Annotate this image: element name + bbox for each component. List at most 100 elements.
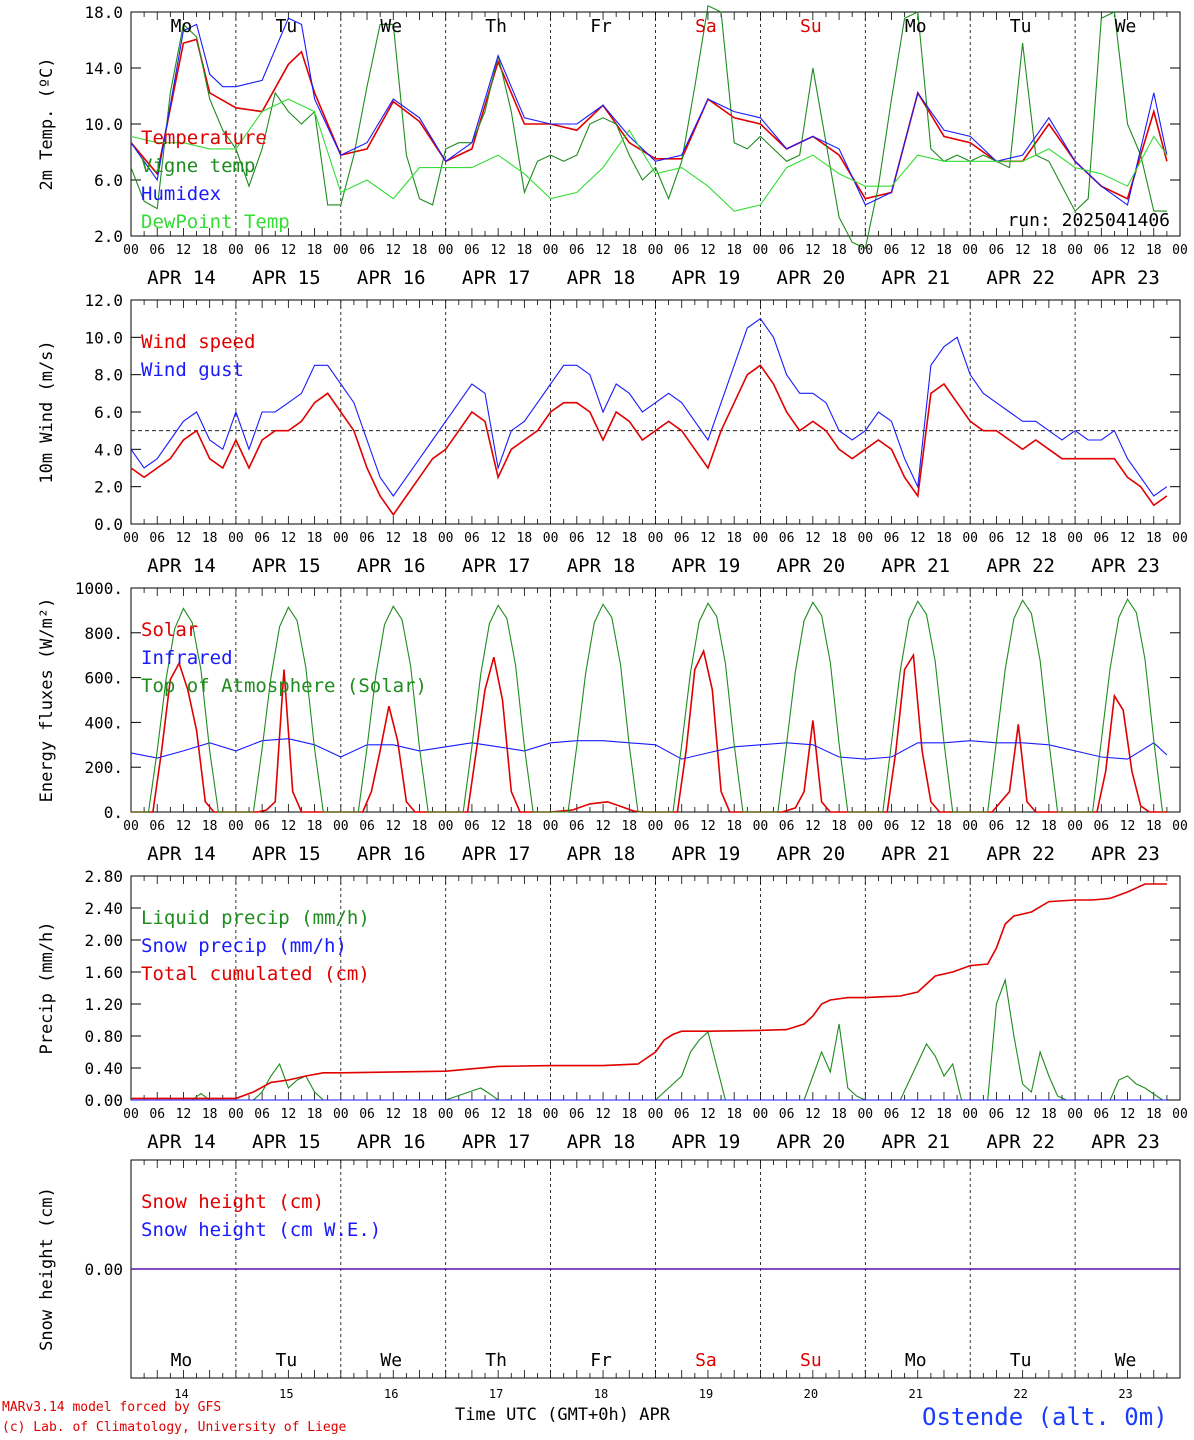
chart-panel-1 <box>130 4 1181 250</box>
hour-tick-label: 12 <box>595 819 611 834</box>
hour-tick-label: 00 <box>438 819 454 834</box>
hour-tick-label: 18 <box>726 819 742 834</box>
date-label: APR 14 <box>147 267 216 289</box>
weekday-label: Th <box>485 1350 507 1371</box>
weekday-label: We <box>1115 16 1137 37</box>
hour-tick-label: 06 <box>569 819 585 834</box>
hour-tick-label: 06 <box>464 531 480 546</box>
hour-tick-label: 18 <box>936 243 952 258</box>
hour-tick-label: 12 <box>490 1107 506 1122</box>
hour-tick-label: 18 <box>621 819 637 834</box>
y-tick-label: 400. <box>84 713 123 732</box>
hour-tick-label: 18 <box>936 819 952 834</box>
hour-tick-label: 00 <box>438 1107 454 1122</box>
y-tick-label: 2.0 <box>94 227 123 246</box>
hour-tick-label: 00 <box>1172 243 1188 258</box>
hour-tick-label: 00 <box>857 243 873 258</box>
weekday-label: Mo <box>171 16 193 37</box>
date-label: APR 21 <box>881 267 950 289</box>
hour-tick-label: 12 <box>281 1107 297 1122</box>
day-number-label: 15 <box>279 1387 293 1401</box>
hour-tick-label: 12 <box>281 819 297 834</box>
hour-tick-label: 06 <box>569 1107 585 1122</box>
weekday-label: Sa <box>695 1350 717 1371</box>
y-tick-label: 600. <box>84 669 123 688</box>
date-label: APR 18 <box>567 555 636 577</box>
hour-tick-label: 06 <box>989 819 1005 834</box>
hour-tick-label: 18 <box>1041 819 1057 834</box>
hour-tick-label: 00 <box>962 531 978 546</box>
hour-tick-label: 12 <box>700 531 716 546</box>
hour-tick-label: 06 <box>569 531 585 546</box>
weekday-label: Mo <box>905 16 927 37</box>
weekday-label: Mo <box>905 1350 927 1371</box>
weekday-label: Tu <box>276 16 298 37</box>
y-axis-label: Energy fluxes (W/m²) <box>37 598 57 803</box>
hour-tick-label: 12 <box>1015 531 1031 546</box>
station-label: Ostende (alt. 0m) <box>922 1403 1168 1431</box>
hour-tick-label: 00 <box>543 819 559 834</box>
chart-panel-4 <box>130 875 1181 1101</box>
hour-tick-label: 06 <box>149 243 165 258</box>
y-tick-label: 4.0 <box>94 440 123 459</box>
y-tick-label: 18.0 <box>84 3 123 22</box>
hour-tick-label: 00 <box>753 1107 769 1122</box>
hour-tick-label: 18 <box>936 1107 952 1122</box>
date-label: APR 22 <box>986 267 1055 289</box>
date-label: APR 19 <box>672 267 741 289</box>
hour-tick-label: 18 <box>412 531 428 546</box>
weekday-label: Su <box>800 1350 822 1371</box>
hour-tick-label: 00 <box>123 1107 139 1122</box>
hour-tick-label: 18 <box>831 243 847 258</box>
hour-tick-label: 18 <box>621 531 637 546</box>
hour-tick-label: 06 <box>779 1107 795 1122</box>
hour-tick-label: 18 <box>936 531 952 546</box>
hour-tick-label: 12 <box>1120 531 1136 546</box>
x-axis-label: Time UTC (GMT+0h) APR <box>455 1405 670 1425</box>
y-tick-label: 800. <box>84 624 123 643</box>
date-label: APR 22 <box>986 1131 1055 1153</box>
y-tick-label: 14.0 <box>84 59 123 78</box>
date-label: APR 16 <box>357 843 426 865</box>
y-tick-label: 2.40 <box>84 899 123 918</box>
y-tick-label: 0. <box>104 803 123 822</box>
date-label: APR 22 <box>986 555 1055 577</box>
y-tick-label: 0.00 <box>84 1260 123 1279</box>
date-label: APR 14 <box>147 1131 216 1153</box>
hour-tick-label: 06 <box>779 531 795 546</box>
y-axis-label: 10m Wind (m/s) <box>37 340 57 483</box>
hour-tick-label: 00 <box>857 1107 873 1122</box>
model-credit: MARv3.14 model forced by GFS <box>2 1400 222 1415</box>
hour-tick-label: 18 <box>621 1107 637 1122</box>
series-line-infrared <box>130 738 1168 760</box>
hour-tick-label: 06 <box>254 819 270 834</box>
hour-tick-label: 06 <box>674 243 690 258</box>
y-tick-label: 0.80 <box>84 1027 123 1046</box>
hour-tick-label: 12 <box>1120 819 1136 834</box>
hour-tick-label: 12 <box>700 1107 716 1122</box>
hour-tick-label: 00 <box>648 819 664 834</box>
hour-tick-label: 18 <box>517 243 533 258</box>
date-label: APR 16 <box>357 1131 426 1153</box>
hour-tick-label: 18 <box>831 819 847 834</box>
hour-tick-label: 06 <box>989 531 1005 546</box>
hour-tick-label: 18 <box>621 243 637 258</box>
date-label: APR 15 <box>252 843 321 865</box>
legend-entry: Vigne temp <box>141 155 255 177</box>
hour-tick-label: 18 <box>307 1107 323 1122</box>
series-line-wind-gust <box>130 317 1168 497</box>
y-axis-label: Precip (mm/h) <box>37 921 57 1054</box>
hour-tick-label: 06 <box>254 243 270 258</box>
hour-tick-label: 12 <box>700 819 716 834</box>
hour-tick-label: 00 <box>543 531 559 546</box>
hour-tick-label: 12 <box>1015 819 1031 834</box>
hour-tick-label: 06 <box>1093 243 1109 258</box>
hour-tick-label: 12 <box>595 1107 611 1122</box>
legend-entry: Wind gust <box>141 359 244 381</box>
date-label: APR 23 <box>1091 843 1160 865</box>
hour-tick-label: 18 <box>1041 1107 1057 1122</box>
weekday-label: Tu <box>276 1350 298 1371</box>
hour-tick-label: 06 <box>254 531 270 546</box>
legend-entry: Humidex <box>141 183 221 205</box>
hour-tick-label: 00 <box>438 531 454 546</box>
